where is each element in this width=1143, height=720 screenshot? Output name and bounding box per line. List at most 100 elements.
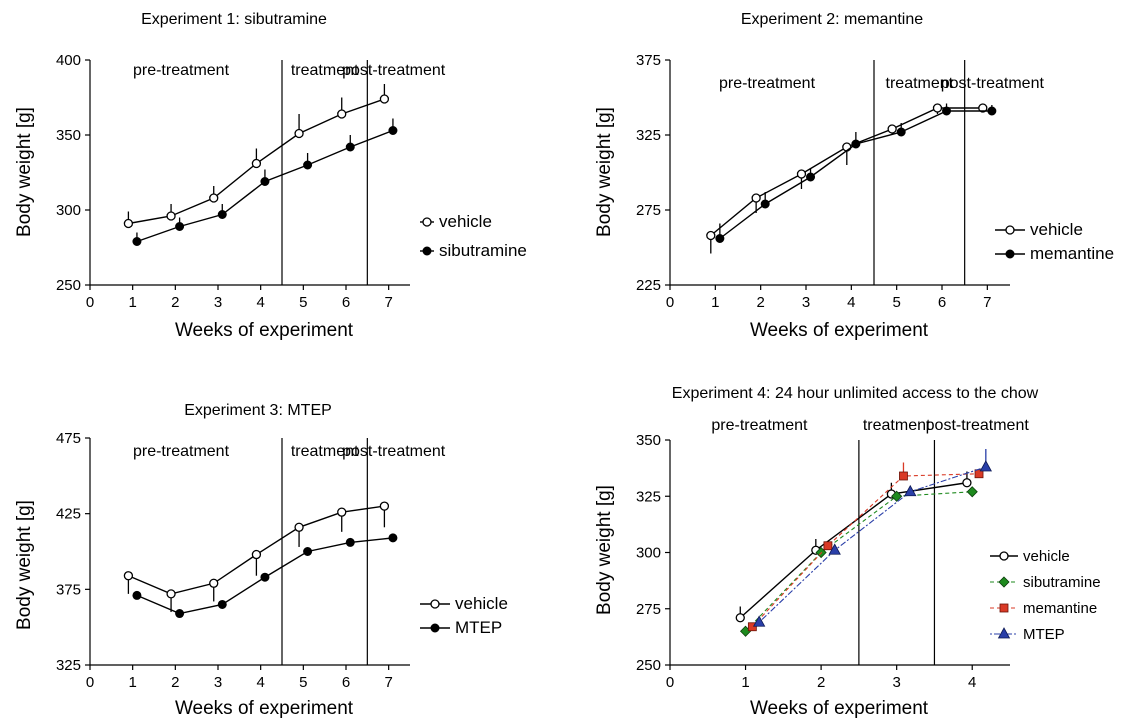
y-tick-label: 300 — [56, 202, 81, 219]
x-tick-label: 0 — [86, 674, 94, 691]
x-tick-label: 3 — [802, 294, 810, 311]
x-axis-label: Weeks of experiment — [750, 320, 929, 341]
y-tick-label: 375 — [56, 581, 81, 598]
data-point — [166, 589, 176, 599]
chart-experiment-2: Experiment 2: memantine Weeks of experim… — [594, 11, 1114, 341]
y-tick-label: 375 — [636, 52, 661, 69]
legend-label: memantine — [1023, 600, 1097, 617]
data-point — [422, 217, 432, 227]
phase-label: post-treatment — [342, 62, 446, 79]
data-point — [747, 622, 757, 632]
data-point — [430, 623, 440, 633]
data-point — [379, 94, 390, 104]
data-point — [760, 199, 770, 209]
x-tick-label: 5 — [892, 294, 900, 311]
x-tick-label: 0 — [86, 294, 94, 311]
x-tick-label: 7 — [983, 294, 991, 311]
x-tick-label: 5 — [299, 294, 307, 311]
x-tick-label: 7 — [384, 674, 392, 691]
x-axis-label: Weeks of experiment — [750, 698, 929, 719]
legend-label: vehicle — [1023, 548, 1070, 565]
data-point — [388, 126, 398, 135]
data-point — [942, 106, 952, 116]
chart-title: Experiment 3: MTEP — [184, 402, 332, 419]
chart-title: Experiment 2: memantine — [741, 11, 923, 28]
x-tick-label: 1 — [711, 294, 719, 311]
data-point — [806, 172, 816, 182]
phase-label: pre-treatment — [711, 417, 808, 434]
y-tick-label: 300 — [636, 545, 661, 562]
y-tick-label: 475 — [56, 430, 81, 447]
series-line — [710, 107, 983, 237]
x-tick-label: 0 — [666, 674, 674, 691]
x-tick-label: 3 — [214, 294, 222, 311]
data-point — [345, 142, 355, 152]
legend-label: sibutramine — [439, 241, 527, 260]
y-tick-label: 350 — [56, 127, 81, 144]
data-point — [294, 128, 304, 139]
phase-label: post-treatment — [342, 443, 446, 460]
chart-experiment-3: Experiment 3: MTEP Weeks of experiment B… — [14, 402, 508, 719]
legend-label: memantine — [1030, 244, 1114, 263]
y-tick-label: 325 — [636, 488, 661, 505]
y-tick-label: 425 — [56, 506, 81, 523]
data-point — [735, 613, 745, 623]
series-line — [739, 482, 968, 619]
x-tick-label: 0 — [666, 294, 674, 311]
data-point — [337, 507, 347, 517]
x-tick-label: 6 — [342, 294, 350, 311]
data-point — [294, 522, 304, 532]
data-point — [123, 218, 134, 229]
legend-label: vehicle — [455, 594, 508, 613]
chart-experiment-1: Experiment 1: sibutramine Weeks of exper… — [14, 11, 527, 341]
data-point — [891, 490, 903, 502]
x-axis-label: Weeks of experiment — [175, 320, 354, 341]
chart-title: Experiment 4: 24 hour unlimited access t… — [672, 385, 1039, 402]
chart-experiment-4: Experiment 4: 24 hour unlimited access t… — [594, 385, 1101, 719]
x-tick-label: 2 — [756, 294, 764, 311]
data-point — [422, 246, 432, 256]
x-tick-label: 6 — [342, 674, 350, 691]
data-point — [132, 237, 142, 246]
phase-label: pre-treatment — [719, 75, 816, 92]
data-point — [751, 193, 761, 203]
data-point — [932, 103, 943, 113]
x-tick-label: 1 — [741, 674, 749, 691]
phase-label: treatment — [886, 75, 954, 92]
x-tick-label: 7 — [384, 294, 392, 311]
legend-label: vehicle — [439, 212, 492, 231]
data-point — [796, 169, 807, 179]
x-tick-label: 1 — [128, 294, 136, 311]
legend-label: MTEP — [455, 618, 502, 637]
x-axis-label: Weeks of experiment — [175, 698, 354, 719]
legend-label: vehicle — [1030, 220, 1083, 239]
data-point — [260, 177, 270, 186]
data-point — [966, 486, 978, 498]
x-tick-label: 1 — [128, 674, 136, 691]
data-point — [851, 139, 861, 149]
x-tick-label: 2 — [817, 674, 825, 691]
x-tick-label: 2 — [171, 294, 179, 311]
data-point — [251, 549, 262, 560]
y-tick-label: 250 — [636, 657, 661, 674]
y-tick-label: 250 — [56, 277, 81, 294]
y-tick-label: 275 — [636, 202, 661, 219]
data-point — [209, 193, 219, 203]
data-point — [388, 533, 398, 543]
x-tick-label: 4 — [968, 674, 976, 691]
y-axis-label: Body weight [g] — [14, 500, 35, 630]
y-tick-label: 275 — [636, 601, 661, 618]
y-tick-label: 350 — [636, 432, 661, 449]
data-point — [1005, 249, 1015, 259]
phase-label: pre-treatment — [133, 62, 230, 79]
x-tick-label: 3 — [214, 674, 222, 691]
data-point — [997, 627, 1011, 639]
y-axis-label: Body weight [g] — [14, 107, 35, 237]
data-point — [978, 103, 988, 113]
data-point — [337, 109, 347, 119]
data-point — [345, 537, 355, 547]
data-point — [1005, 225, 1015, 235]
legend-label: sibutramine — [1023, 574, 1101, 591]
data-point — [303, 547, 313, 556]
